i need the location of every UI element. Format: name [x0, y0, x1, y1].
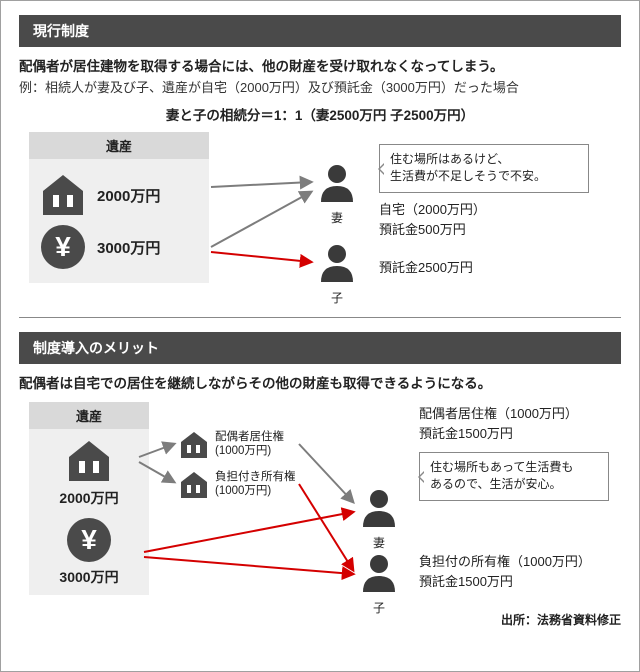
person-label-child-b: 子: [359, 599, 399, 616]
split-label-2: 負担付き所有権(1000万円): [215, 471, 296, 499]
ratio-line: 妻と子の相続分＝1：1（妻2500万円 子2500万円）: [19, 104, 621, 124]
isan-value-house-b: 2000万円: [35, 488, 143, 508]
person-label-wife: 妻: [317, 209, 357, 226]
person-child-b: 子: [359, 552, 399, 616]
lead-merit: 配偶者は自宅での居住を継続しながらその他の財産も取得できるようになる。: [19, 372, 621, 392]
isan-row-house-b: 2000万円: [35, 437, 143, 508]
isan-title-top: 遺産: [29, 132, 209, 159]
isan-value-yen-b: 3000万円: [35, 567, 143, 587]
person-wife-top: 妻: [317, 162, 357, 226]
diagram-merit: 遺産 2000万円 3000万円 配偶者居住権(1000万円) 負担付き所有権(…: [19, 402, 621, 607]
house-icon: [65, 437, 113, 485]
house-icon: [179, 430, 209, 460]
isan-panel-bottom: 遺産 2000万円 3000万円: [29, 402, 149, 595]
isan-panel-top: 遺産 2000万円 3000万円: [29, 132, 209, 283]
person-child-top: 子: [317, 242, 357, 306]
divider: [19, 317, 621, 318]
person-label-wife-b: 妻: [359, 534, 399, 551]
alloc-wife-b: 配偶者居住権（1000万円）預託金1500万円: [419, 404, 578, 443]
alloc-child-top: 預託金2500万円: [379, 258, 473, 278]
diagram-current: 遺産 2000万円 3000万円 妻 子 住む場所はあるけど、生活費が不足しそう…: [19, 132, 621, 307]
split-row-2: 負担付き所有権(1000万円): [179, 470, 296, 500]
person-icon: [359, 552, 399, 594]
isan-row-house: 2000万円: [39, 171, 199, 219]
example-current: 例：相続人が妻及び子、遺産が自宅（2000万円）及び預託金（3000万円）だった…: [19, 77, 621, 96]
isan-row-yen-b: 3000万円: [35, 516, 143, 587]
person-label-child: 子: [317, 289, 357, 306]
person-icon: [359, 487, 399, 529]
isan-value-house: 2000万円: [97, 185, 160, 206]
lead-current: 配偶者が居住建物を取得する場合には、他の財産を受け取れなくなってしまう。: [19, 55, 621, 75]
alloc-wife-top: 自宅（2000万円）預託金500万円: [379, 200, 486, 239]
section-title-current: 現行制度: [19, 15, 621, 47]
split-label-1: 配偶者居住権(1000万円): [215, 431, 284, 459]
person-icon: [317, 242, 357, 284]
source-line: 出所：法務省資料修正: [19, 611, 621, 628]
isan-row-yen: 3000万円: [39, 223, 199, 271]
yen-icon: [39, 223, 87, 271]
section-title-merit: 制度導入のメリット: [19, 332, 621, 364]
house-icon: [39, 171, 87, 219]
person-wife-b: 妻: [359, 487, 399, 551]
person-icon: [317, 162, 357, 204]
isan-value-yen: 3000万円: [97, 237, 160, 258]
speech-top: 住む場所はあるけど、生活費が不足しそうで不安。: [379, 144, 589, 193]
house-icon: [179, 470, 209, 500]
speech-bottom: 住む場所もあって生活費もあるので、生活が安心。: [419, 452, 609, 501]
split-row-1: 配偶者居住権(1000万円): [179, 430, 284, 460]
yen-icon: [65, 516, 113, 564]
isan-title-bottom: 遺産: [29, 402, 149, 429]
alloc-child-b: 負担付の所有権（1000万円）預託金1500万円: [419, 552, 591, 591]
